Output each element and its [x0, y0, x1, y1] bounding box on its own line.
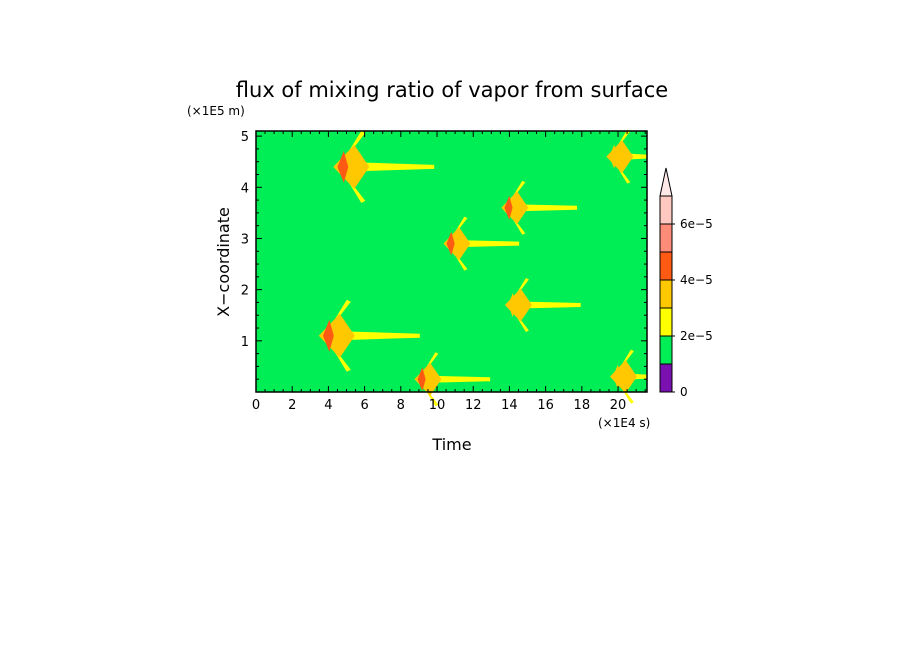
x-tick-label: 6: [360, 398, 368, 413]
colorbar-box: [659, 335, 673, 365]
colorbar-label: 2e−5: [680, 329, 713, 343]
x-tick-label: 4: [324, 398, 332, 413]
colorbar-box: [659, 363, 673, 393]
colorbar-label: 4e−5: [680, 273, 713, 287]
flux-core-level-2: [609, 144, 618, 169]
colorbar-label: 6e−5: [680, 217, 713, 231]
flux-feature-5: [501, 180, 578, 235]
x-tick-label: 0: [252, 398, 260, 413]
x-tick-label: 2: [288, 398, 296, 413]
flux-core-level-2: [504, 195, 513, 220]
flux-feature-7: [606, 129, 647, 184]
flux-feature-6: [504, 278, 581, 332]
colorbar-box: [659, 307, 673, 337]
y-tick-label: 1: [241, 335, 249, 350]
flux-core-level-2: [337, 150, 349, 183]
x-unit-label: (×1E4 s): [598, 416, 650, 430]
x-tick-label: 12: [465, 398, 482, 413]
x-tick-label: 20: [610, 398, 627, 413]
plot-frame: [255, 130, 648, 393]
x-tick-label: 16: [537, 398, 554, 413]
flux-core-level-2: [613, 364, 622, 389]
colorbar-extend-arrow: [659, 167, 673, 197]
colorbar-box: [659, 251, 673, 281]
colorbar: 0 2e−5 4e−5 6e−5: [659, 167, 713, 399]
flux-core-level-1: [606, 140, 634, 174]
flux-core-level-1: [414, 362, 442, 396]
colorbar-box: [659, 223, 673, 253]
flux-core-level-2: [508, 293, 517, 317]
y-unit-label: (×1E5 m): [187, 104, 245, 118]
y-tick-label: 5: [241, 130, 249, 145]
y-axis: 1 2 3 4 5: [241, 130, 647, 393]
flux-core-level-1: [333, 144, 370, 189]
flux-core-level-1: [443, 227, 471, 261]
colorbar-label: 0: [680, 385, 688, 399]
chart-title: flux of mixing ratio of vapor from surfa…: [236, 78, 668, 102]
y-axis-label: X−coordinate: [214, 207, 233, 317]
flux-core-level-1: [318, 313, 355, 358]
x-tick-label: 10: [429, 398, 446, 413]
x-axis-label: Time: [431, 435, 471, 454]
x-tick-label: 14: [501, 398, 518, 413]
colorbar-box: [659, 279, 673, 309]
flux-feature-1: [333, 130, 435, 203]
y-tick-label: 4: [241, 181, 249, 196]
x-tick-label: 18: [574, 398, 591, 413]
flux-feature-2: [318, 299, 420, 372]
field-background: [256, 131, 647, 392]
flux-core-level-1: [501, 191, 529, 225]
y-tick-label: 3: [241, 232, 249, 247]
flux-core-level-1: [609, 360, 637, 394]
flux-core-level-2: [322, 319, 334, 352]
x-axis: 0 2 4 6 8 10 12 14 16 18 20: [252, 131, 646, 413]
x-tick-label: 8: [397, 398, 405, 413]
colorbar-box: [659, 195, 673, 225]
flux-core-level-1: [504, 288, 532, 322]
flux-feature-3: [414, 352, 491, 407]
flux-feature-8: [609, 349, 647, 404]
y-tick-label: 2: [241, 284, 249, 299]
flux-core-level-2: [446, 231, 455, 256]
flux-feature-4: [443, 216, 520, 271]
flux-core-level-2: [417, 367, 426, 392]
